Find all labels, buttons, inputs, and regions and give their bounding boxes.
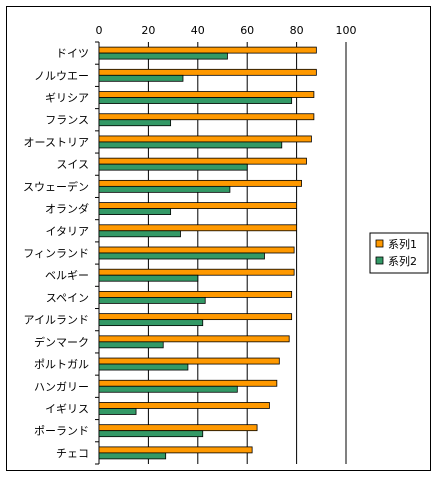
bar-1 [98,68,317,76]
category-label: オーストリア [24,136,89,149]
bar-2 [98,119,172,127]
bar-2 [98,163,248,171]
bar-1 [98,313,293,321]
category-label: イタリア [45,225,89,238]
bar-2 [98,363,189,371]
category-label: ハンガリー [34,380,89,393]
category-label: ベルギー [45,269,89,282]
bar-1 [98,446,253,454]
bar-2 [98,74,184,82]
x-tick-label: 80 [290,24,304,37]
category-label: チェコ [56,447,89,460]
category-label: デンマーク [34,335,89,349]
x-tick-label: 60 [240,24,254,37]
category-label: イギリス [45,402,89,415]
bar-1 [98,246,295,254]
bar-2 [98,97,293,104]
x-tick-label: 20 [141,24,155,37]
category-label: スイス [56,158,89,171]
bar-2 [98,185,231,193]
bar-2 [98,141,283,149]
bar-1 [98,46,317,54]
legend-swatch [375,239,384,248]
bar-1 [98,157,307,165]
x-tick-label: 0 [96,24,103,37]
bar-1 [98,291,293,298]
category-label: ノルウエー [34,69,89,82]
category-label: フィンランド [23,247,89,260]
bar-2 [98,52,228,60]
bar-2 [98,408,137,415]
bar-1 [98,224,298,232]
category-label: スウェーデン [23,179,89,193]
category-label: ポーランド [34,425,89,438]
bar-1 [98,202,298,209]
legend-swatch [375,256,384,265]
x-tick-label: 40 [191,24,205,37]
bar-1 [98,424,258,432]
bar-1 [98,379,278,387]
bar-1 [98,402,270,409]
x-tick-label: 100 [336,24,357,37]
bar-1 [98,113,315,121]
legend-label: 系列2 [388,254,417,268]
bar-2 [98,430,204,438]
bar-2 [98,385,238,393]
category-label: スペイン [46,291,89,304]
category-label: アイルランド [24,314,89,327]
category-label: ギリシア [45,92,89,105]
bar-2 [98,452,167,460]
category-label: オランダ [45,202,89,216]
category-label: ポルトガル [34,358,89,371]
bar-1 [98,268,295,276]
bar-1 [98,135,312,143]
bar-2 [98,230,181,238]
bar-2 [98,297,206,304]
bar-2 [98,319,204,327]
bar-1 [98,179,302,187]
category-label: フランス [45,114,89,127]
category-label: ドイツ [56,47,89,60]
bar-2 [98,341,164,349]
bar-2 [98,274,199,282]
bar-1 [98,357,280,365]
legend-label: 系列1 [388,237,417,251]
bar-1 [98,335,290,343]
bar-1 [98,91,315,98]
bar-2 [98,208,172,215]
bar-2 [98,252,265,260]
